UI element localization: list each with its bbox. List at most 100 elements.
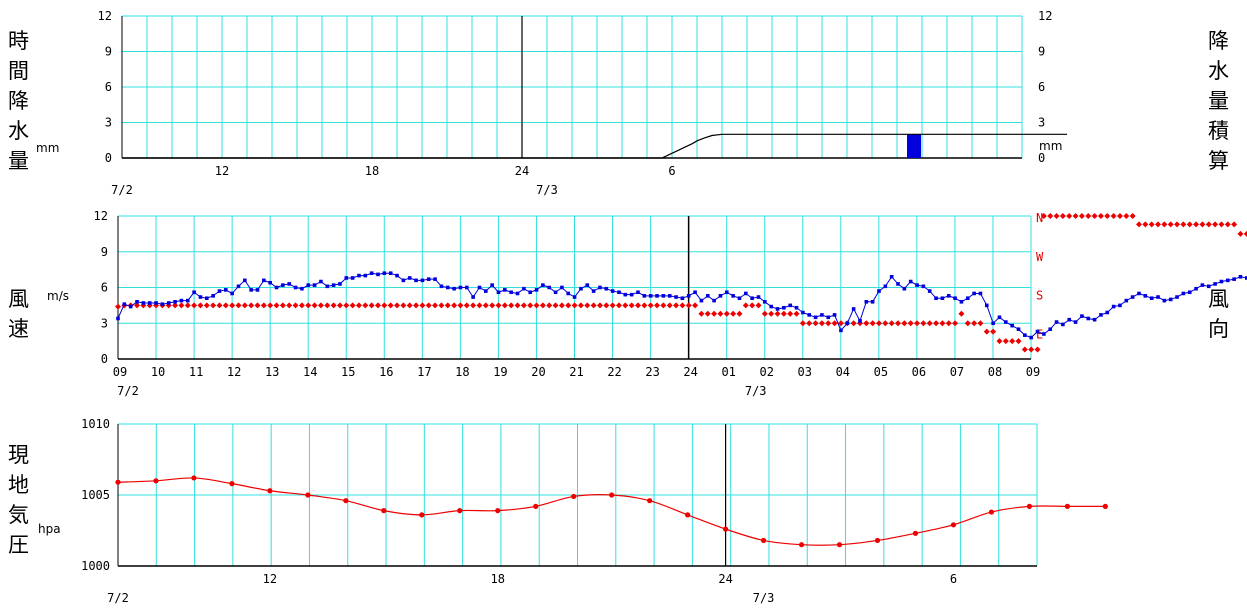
wind-speed-point xyxy=(807,313,812,317)
pressure-x-tick-label: 24 xyxy=(718,572,732,586)
wind-direction-point xyxy=(837,320,844,327)
wind-right-label-char: 風 xyxy=(1208,287,1229,311)
pressure-point xyxy=(267,488,273,494)
wind-speed-point xyxy=(1181,291,1186,296)
wind-speed-point xyxy=(623,292,628,297)
wind-speed-point xyxy=(306,283,311,287)
wind-speed-point xyxy=(908,279,913,284)
rain-right-tick-label: 6 xyxy=(1038,80,1045,94)
wind-x-tick-label: 09 xyxy=(113,365,127,379)
wind-speed-point xyxy=(1092,317,1097,322)
pressure-x-tick-label: 18 xyxy=(491,572,505,586)
rain-left-label-char: 間 xyxy=(8,59,29,83)
wind-speed-point xyxy=(1111,304,1116,309)
wind-speed-point xyxy=(1124,298,1129,303)
wind-speed-point xyxy=(858,319,862,323)
rain-y-tick-label: 3 xyxy=(105,116,112,130)
wind-direction-point xyxy=(730,310,737,317)
wind-speed-point xyxy=(135,300,139,304)
wind-direction-point xyxy=(1174,221,1181,228)
wind-speed-point xyxy=(268,280,272,285)
wind-date-label: 7/2 xyxy=(117,384,139,398)
wind-y-tick-label: 9 xyxy=(101,245,108,259)
wind-speed-point xyxy=(902,286,907,291)
wind-speed-point xyxy=(528,290,533,295)
wind-direction-point xyxy=(1110,213,1117,219)
wind-x-tick-label: 04 xyxy=(836,365,850,379)
wind-speed-point xyxy=(782,305,786,310)
wind-direction-point xyxy=(438,302,445,309)
wind-left-unit: m/s xyxy=(47,289,69,303)
wind-speed-point xyxy=(610,289,615,293)
wind-speed-point xyxy=(617,290,621,295)
wind-speed-point xyxy=(978,291,983,296)
wind-speed-point xyxy=(744,291,748,296)
wind-left-label: 風速 xyxy=(8,287,29,341)
wind-speed-point xyxy=(350,276,355,280)
pressure-point xyxy=(798,542,805,548)
wind-x-tick-label: 24 xyxy=(683,365,697,379)
wind-speed-point xyxy=(560,285,564,290)
pressure-point xyxy=(571,493,577,500)
wind-direction-point xyxy=(933,320,940,327)
wind-direction-point xyxy=(406,302,413,309)
wind-speed-point xyxy=(1086,316,1091,321)
pressure-point xyxy=(685,512,691,518)
wind-speed-point xyxy=(464,285,469,290)
wind-speed-point xyxy=(1213,282,1217,286)
wind-direction-point xyxy=(514,302,521,309)
wind-speed-point xyxy=(1035,329,1040,334)
wind-direction-point xyxy=(641,302,648,309)
wind-direction-point xyxy=(558,302,565,309)
pressure-date-label: 7/2 xyxy=(107,591,129,605)
pressure-point xyxy=(836,542,843,548)
wind-direction-point xyxy=(577,302,584,309)
wind-speed-point xyxy=(249,288,253,292)
wind-speed-point xyxy=(598,285,602,290)
wind-speed-point xyxy=(534,288,539,292)
pressure-point xyxy=(1064,503,1070,509)
wind-speed-point xyxy=(141,301,146,305)
wind-speed-point xyxy=(1023,333,1027,337)
wind-speed-point xyxy=(1073,320,1078,324)
wind-direction-point xyxy=(654,302,661,309)
wind-speed-point xyxy=(870,300,875,304)
wind-x-tick-label: 23 xyxy=(645,365,659,379)
pressure-left-unit: hpa xyxy=(38,522,61,536)
wind-speed-point xyxy=(648,294,653,298)
wind-speed-point xyxy=(667,294,672,298)
wind-x-tick-label: 05 xyxy=(874,365,888,379)
wind-direction-point xyxy=(419,302,426,309)
wind-right-label: 風向 xyxy=(1208,287,1229,341)
rain-left-label-char: 量 xyxy=(8,149,29,173)
wind-speed-point xyxy=(331,283,336,287)
wind-direction-point xyxy=(267,302,274,309)
wind-speed-point xyxy=(820,313,824,317)
wind-direction-point xyxy=(749,302,756,309)
wind-speed-point xyxy=(959,300,964,304)
wind-direction-point xyxy=(914,320,921,327)
wind-speed-point xyxy=(1194,286,1198,291)
pressure-left-label-char: 気 xyxy=(8,503,29,527)
wind-speed-point xyxy=(388,271,393,275)
wind-direction-point xyxy=(622,302,629,309)
wind-speed-point xyxy=(484,289,488,293)
wind-direction-point xyxy=(875,320,882,327)
wind-speed-point xyxy=(1054,320,1059,324)
rain-left-label-char: 水 xyxy=(8,119,29,143)
wind-direction-point xyxy=(685,302,692,309)
wind-direction-point xyxy=(533,302,540,309)
wind-speed-point xyxy=(376,272,380,277)
wind-speed-point xyxy=(686,294,691,298)
wind-speed-point xyxy=(192,290,196,295)
wind-direction-point xyxy=(1243,230,1247,237)
wind-direction-point xyxy=(958,310,965,317)
wind-direction-point xyxy=(457,302,464,309)
wind-direction-point xyxy=(305,302,312,309)
wind-direction-point xyxy=(977,320,984,327)
wind-direction-point xyxy=(203,302,210,309)
wind-direction-point xyxy=(134,302,141,309)
wind-speed-point xyxy=(826,315,831,320)
